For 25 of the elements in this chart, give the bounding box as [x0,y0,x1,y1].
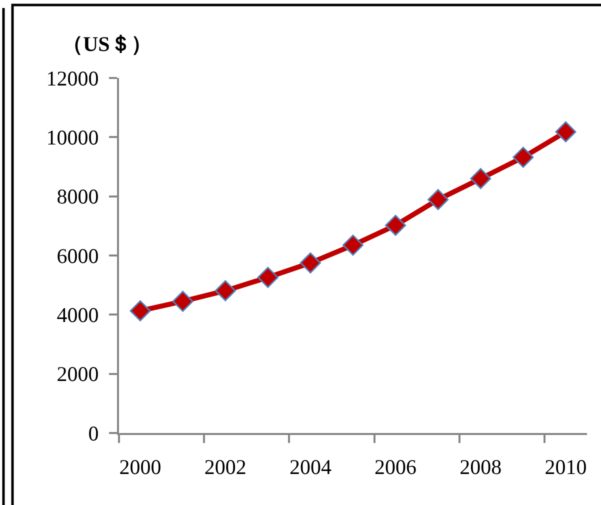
x-tick-label: 2010 [544,455,587,480]
y-tick-label: 0 [88,421,99,446]
point [300,252,321,274]
y-tick-label: 6000 [56,244,99,268]
point [470,168,492,190]
x-tick-label: 2000 [119,455,162,480]
x-tick-label: 2002 [204,455,246,480]
x-tick-label: 2004 [289,455,332,480]
point [130,300,151,322]
point [512,146,534,168]
point [385,214,406,236]
point [172,290,194,312]
point [428,189,449,210]
point [555,121,576,142]
y-tick-label: 8000 [56,184,99,209]
y-tick-label: 4000 [56,303,99,328]
y-axis-title: （US＄） [62,32,152,56]
x-tick-label: 2008 [460,455,502,480]
y-tick-label: 2000 [56,362,99,386]
point [214,280,236,302]
y-tick-label: 12000 [46,66,99,90]
point [257,266,278,288]
x-tick-label: 2006 [374,455,417,480]
y-tick-label: 10000 [46,126,99,150]
point [342,234,364,256]
